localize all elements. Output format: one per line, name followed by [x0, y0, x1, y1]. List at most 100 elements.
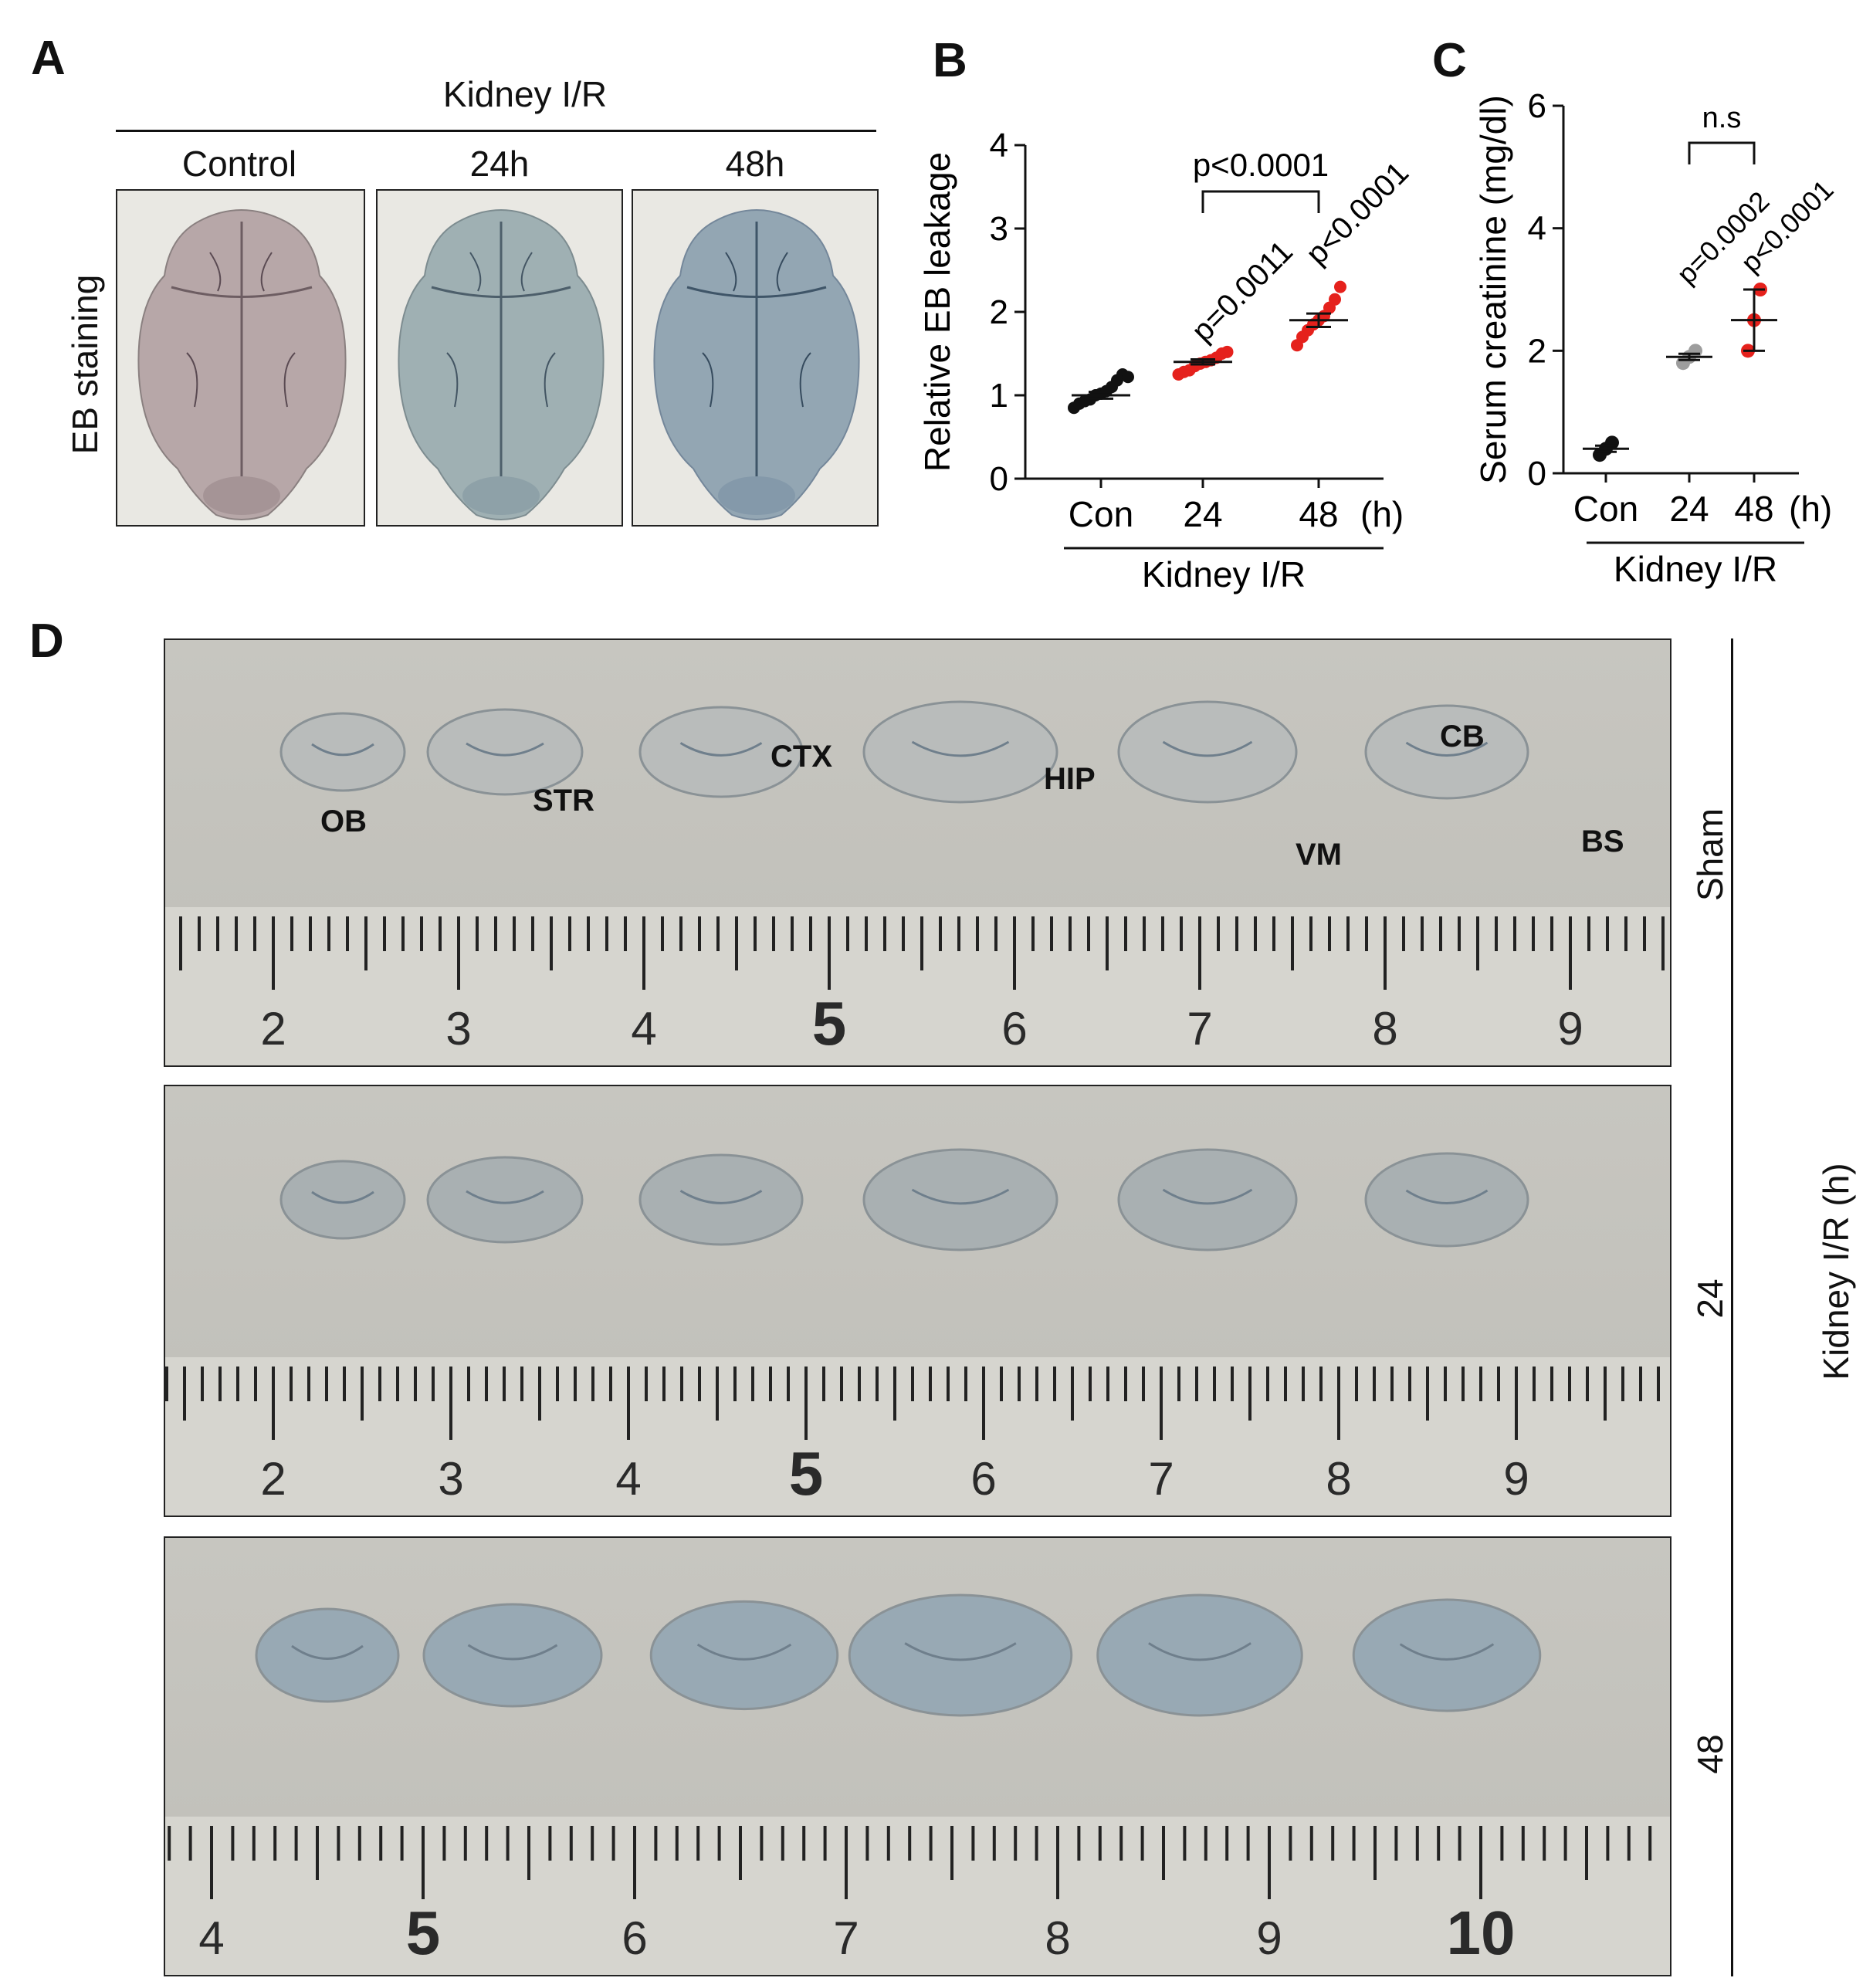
y-tick-label: 1 [990, 377, 1008, 415]
brain-image-48h [653, 209, 860, 520]
ruler-number: 6 [1001, 1003, 1027, 1055]
brain-slice [1096, 1593, 1303, 1717]
ruler-number: 3 [438, 1453, 463, 1505]
panel-b-letter: B [933, 34, 967, 87]
ruler-number: 2 [260, 1453, 286, 1505]
ruler-number: 8 [1045, 1912, 1070, 1964]
x-tick-label: 48 [1734, 489, 1773, 529]
data-point [1122, 371, 1134, 384]
ruler-number: 9 [1503, 1453, 1529, 1505]
slice-structure [679, 1190, 763, 1204]
chart-b: 0 1 2 3 4 Relative EB leakage Con 24 48 (h) Kidney… [917, 127, 1415, 594]
y-tick-label: 0 [1528, 455, 1546, 493]
brain-slice [848, 1593, 1073, 1717]
brain-slice [638, 1153, 804, 1246]
slice-structure [466, 742, 544, 757]
brain-slice [1117, 1148, 1298, 1251]
ruler-strip [165, 1817, 1670, 1975]
ruler-number: 8 [1372, 1003, 1397, 1055]
slices-24: 2 3 4 5 6 7 8 9 [165, 1148, 1670, 1516]
ruler-number: 6 [622, 1912, 647, 1964]
ruler-number: 10 [1447, 1898, 1516, 1967]
brain-slice [1352, 1598, 1542, 1712]
brain-image-control [137, 209, 347, 520]
significance-bracket [1688, 141, 1756, 164]
panel-a-group-line [116, 130, 876, 132]
slices-48: 456789101 [165, 1593, 1670, 1975]
brain-slice [279, 1160, 406, 1240]
y-tick-label: 4 [1528, 210, 1546, 248]
brain-photo-control [116, 189, 365, 527]
ruler-number: 4 [615, 1453, 641, 1505]
col-label-control: Control [181, 144, 297, 184]
y-axis-label: Serum creatinine (mg/dl) [1473, 95, 1513, 484]
ruler-number: 2 [260, 1003, 286, 1055]
ruler-number: 7 [1148, 1453, 1174, 1505]
slice-structure [311, 1190, 374, 1204]
ruler-number: 7 [833, 1912, 859, 1964]
brain-slice [638, 706, 804, 798]
col-label-48h: 48h [725, 144, 785, 184]
ruler-number: 4 [198, 1912, 224, 1964]
data-point [1221, 345, 1234, 358]
p-value-24: p=0.0011 [1185, 235, 1299, 349]
brain-slice [426, 1156, 584, 1244]
region-label-ctx: CTX [771, 740, 832, 774]
significance-bracket [1201, 190, 1320, 213]
region-label-hip: HIP [1044, 762, 1096, 796]
y-tick-label: 4 [990, 127, 1008, 164]
region-label-bs: BS [1581, 825, 1624, 859]
brain-slice [649, 1600, 839, 1711]
brain-slice [862, 1148, 1058, 1251]
data-point [1334, 280, 1346, 293]
y-tick-label: 6 [1528, 87, 1546, 125]
slice-structure [911, 1188, 1010, 1205]
slice-structure [1405, 1189, 1489, 1204]
brain-slice [1364, 704, 1529, 800]
brain-photo-24h [376, 189, 623, 527]
y-tick-label: 2 [990, 293, 1008, 331]
region-label-str: STR [533, 784, 594, 818]
slice-structure [904, 1642, 1017, 1661]
bracket-label: p<0.0001 [1193, 147, 1329, 183]
y-tick-label: 0 [990, 460, 1008, 498]
slice-structure [291, 1644, 364, 1660]
slice-structure [696, 1643, 792, 1661]
slice-structure [1405, 741, 1489, 757]
slice-structure [467, 1644, 558, 1661]
ruler-number: 9 [1256, 1912, 1282, 1964]
data-point [1605, 435, 1619, 450]
ruler-strip [165, 907, 1670, 1065]
brain-slice [1364, 1152, 1529, 1248]
x-tick-label: Con [1573, 489, 1638, 529]
panel-c-letter: C [1432, 34, 1467, 87]
brain-slice [1117, 700, 1298, 804]
brain-slice [255, 1607, 400, 1703]
slice-photo-24: 2 3 4 5 6 7 8 9 [164, 1085, 1671, 1517]
ruler-number: 6 [970, 1453, 996, 1505]
brain-slice [279, 712, 406, 792]
ruler-number: 3 [445, 1003, 471, 1055]
row-label-eb-staining: EB staining [65, 274, 105, 455]
slice-photo-sham: 2 3 4 5 6 7 8 9 [164, 638, 1671, 1067]
x-unit-label: (h) [1789, 489, 1832, 529]
region-label-ob: OB [320, 804, 367, 838]
y-tick-label: 2 [1528, 332, 1546, 370]
slice-structure [1148, 1642, 1251, 1661]
region-label-vm: VM [1296, 838, 1342, 872]
slice-structure [1162, 740, 1253, 757]
panel-a-letter: A [31, 32, 66, 85]
brain-slice [422, 1603, 603, 1708]
brain-image-24h [398, 209, 605, 520]
row-label-48: 48 [1690, 1734, 1730, 1774]
x-tick-label: 24 [1669, 489, 1709, 529]
ruler-number: 8 [1326, 1453, 1351, 1505]
data-point [1688, 344, 1702, 358]
slice-structure [311, 743, 374, 757]
group-line-kidney-ir [1731, 638, 1733, 1976]
ruler-number: 9 [1557, 1003, 1583, 1055]
slice-structure [1162, 1188, 1253, 1205]
brain-slice [426, 708, 584, 796]
slice-photo-48: 456789101 [164, 1536, 1671, 1976]
